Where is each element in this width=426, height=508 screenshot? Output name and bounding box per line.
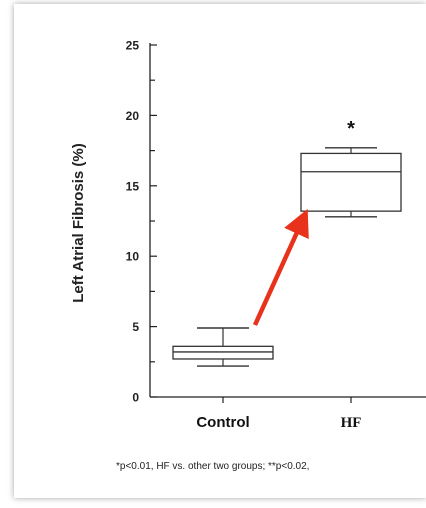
y-tick-label: 10: [126, 250, 140, 264]
x-tick-label: Control: [196, 414, 249, 431]
chart-card: 0 5 10 15 20 25 Left Atrial Fibrosis (%) Contro…: [14, 4, 426, 498]
y-tick-label: 15: [126, 179, 140, 193]
significance-marker: *: [347, 118, 355, 140]
red-arrow: [252, 208, 309, 326]
x-tick-label: HF: [341, 415, 362, 431]
box-plot-chart: 0 5 10 15 20 25 Left Atrial Fibrosis (%) Contro…: [70, 39, 426, 431]
box-iqr: [300, 152, 402, 212]
y-axis-title: Left Atrial Fibrosis (%): [70, 143, 87, 302]
y-tick-label: 25: [126, 39, 140, 53]
y-tick-label: 20: [126, 109, 140, 123]
box-iqr: [172, 345, 274, 360]
y-tick-label: 0: [132, 391, 139, 405]
y-tick-label: 5: [132, 320, 139, 334]
footnote: *p<0.01, HF vs. other two groups; **p<0.…: [116, 461, 310, 472]
